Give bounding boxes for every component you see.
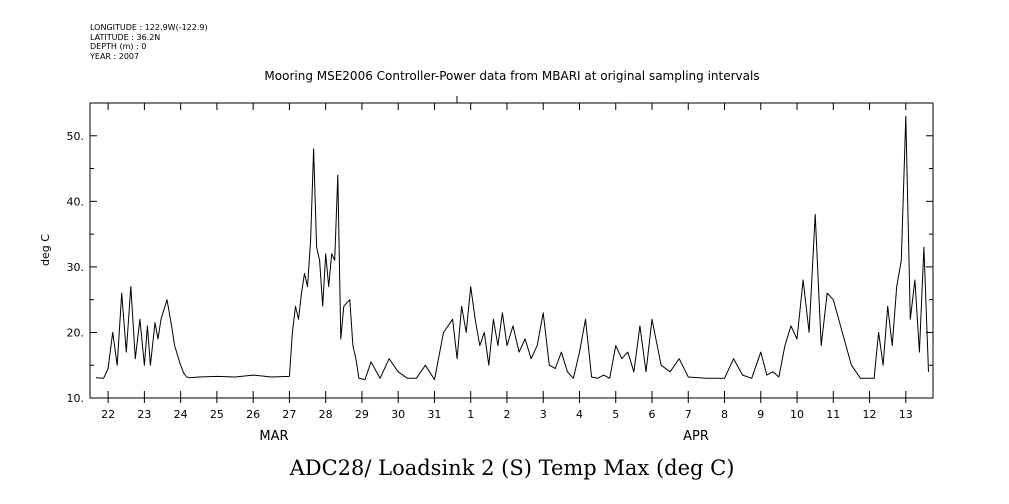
metadata-block: LONGITUDE : 122.9W(-122.9) LATITUDE : 36…: [89, 23, 208, 61]
x-tick-label: 22: [101, 408, 115, 421]
month-label-apr: APR: [683, 429, 709, 444]
x-axis-label: ADC28/ Loadsink 2 (S) Temp Max (deg C): [289, 456, 735, 480]
x-tick-label: 31: [427, 408, 441, 421]
depth-text: DEPTH (m) : 0: [90, 42, 146, 51]
x-tick-label: 4: [576, 408, 583, 421]
x-tick-label: 30: [391, 408, 405, 421]
x-tick-label: 6: [649, 408, 656, 421]
x-tick-label: 27: [282, 408, 296, 421]
y-tick-label: 50.: [67, 130, 85, 143]
x-tick-label: 8: [721, 408, 728, 421]
longitude-text: LONGITUDE : 122.9W(-122.9): [90, 23, 208, 32]
x-tick-label: 11: [826, 408, 840, 421]
x-tick-label: 1: [467, 408, 474, 421]
series-line: [95, 115, 929, 381]
x-tick-label: 5: [612, 408, 619, 421]
x-tick-label: 23: [137, 408, 151, 421]
plot-frame: [89, 102, 934, 399]
x-tick-label: 3: [540, 408, 547, 421]
y-tick-label: 10.: [67, 392, 85, 405]
y-tick-label: 40.: [67, 195, 85, 208]
y-tick-label: 20.: [67, 326, 85, 339]
month-label-mar: MAR: [259, 429, 288, 444]
x-tick-label: 25: [210, 408, 224, 421]
latitude-text: LATITUDE : 36.2N: [90, 33, 160, 42]
x-tick-label: 12: [863, 408, 877, 421]
x-tick-label: 13: [899, 408, 913, 421]
y-axis-ticks: 10. 20. 30. 40. 50.: [67, 102, 933, 405]
x-tick-label: 28: [319, 408, 333, 421]
y-tick-label: 30.: [67, 261, 85, 274]
x-tick-label: 2: [503, 408, 510, 421]
x-tick-label: 7: [685, 408, 692, 421]
x-axis-ticks: 22 23 24 25 26 27 28 29 30 31 1 2 3 4 5 6 7 8 9 10 11 12 13: [101, 103, 913, 421]
year-text: YEAR : 2007: [89, 52, 139, 61]
x-tick-label: 29: [355, 408, 369, 421]
x-tick-label: 10: [790, 408, 804, 421]
chart-title: Mooring MSE2006 Controller-Power data fr…: [264, 69, 759, 83]
y-axis-label: deg C: [39, 234, 52, 266]
x-tick-label: 9: [757, 408, 764, 421]
x-tick-label: 26: [246, 408, 260, 421]
x-tick-label: 24: [174, 408, 188, 421]
